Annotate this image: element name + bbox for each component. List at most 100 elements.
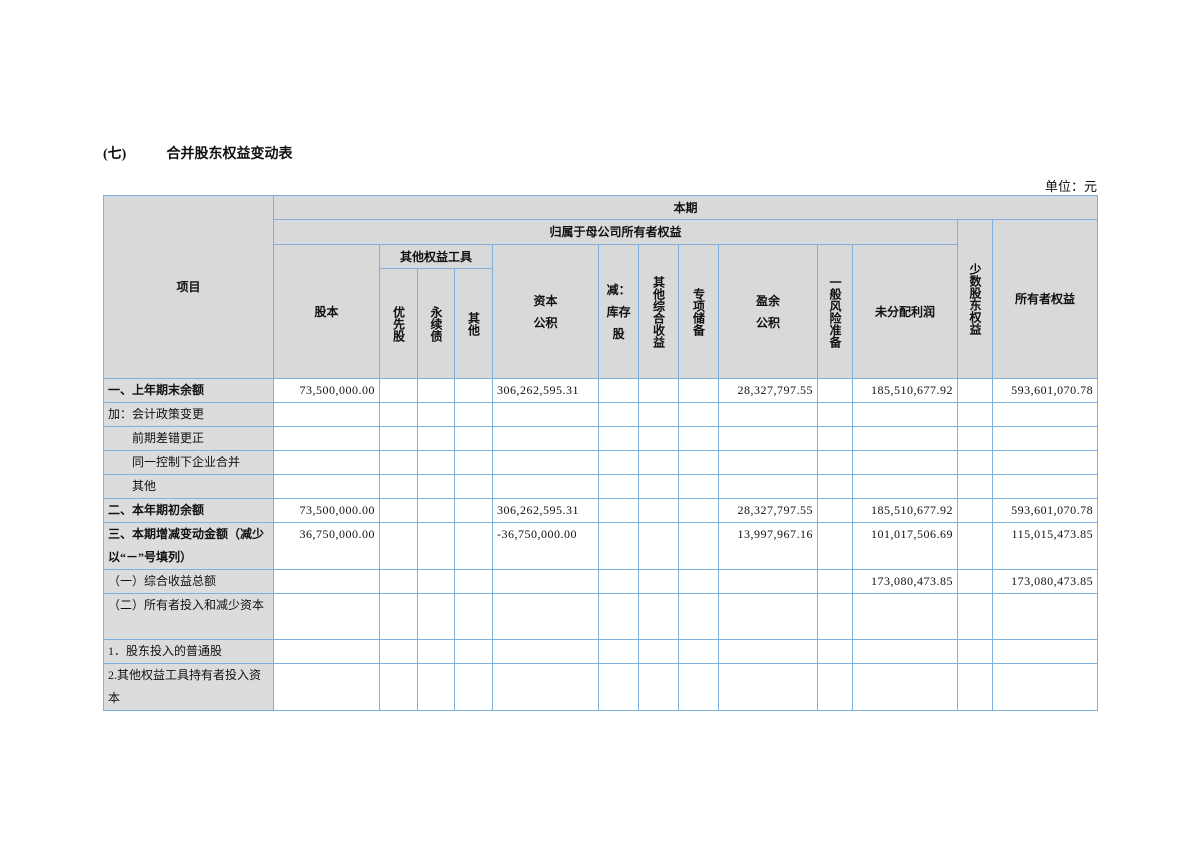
cell-value [379,402,418,427]
cell-value [598,639,639,664]
cell-value [454,402,493,427]
cell-value: 13,997,967.16 [718,522,818,570]
header-other-equity-instruments: 其他权益工具 [379,244,493,269]
cell-value [852,663,958,711]
cell-value [454,593,493,640]
cell-value [678,639,719,664]
cell-value [817,593,853,640]
row-item-label: 其他 [103,474,274,499]
cell-value [417,663,455,711]
cell-value: 593,601,070.78 [991,498,1099,523]
cell-value [379,639,418,664]
cell-value [852,402,958,427]
cell-value [817,402,853,427]
cell-value [454,639,493,664]
cell-value [718,593,818,640]
cell-value [991,639,1099,664]
header-share-capital: 股本 [273,244,380,379]
cell-value: -36,750,000.00 [492,522,599,570]
cell-value: 28,327,797.55 [718,378,818,403]
cell-value [379,426,418,451]
cell-value [678,450,719,475]
table-row: 二、本年期初余额 73,500,000.00 306,262,595.31 28,32… [103,498,1099,523]
table-row: 三、本期增减变动金额（减少以“－”号填列） 36,750,000.00 -36,75… [103,522,1099,570]
cell-value [379,593,418,640]
cell-value [991,450,1099,475]
cell-value [273,569,380,594]
cell-value [991,593,1099,640]
cell-value [273,450,380,475]
cell-value [273,474,380,499]
cell-value: 593,601,070.78 [991,378,1099,403]
cell-value [852,593,958,640]
cell-value [273,663,380,711]
cell-value: 28,327,797.55 [718,498,818,523]
table-body: 一、上年期末余额 73,500,000.00 306,262,595.31 28,32… [103,378,1099,711]
header-item: 项目 [103,195,274,379]
cell-value [638,402,679,427]
cell-value [379,498,418,523]
cell-value: 73,500,000.00 [273,378,380,403]
header-special-reserve: 专项储备 [678,244,719,379]
cell-value [417,426,455,451]
row-item-label: 2.其他权益工具持有者投入资本 [103,663,274,711]
cell-value [852,639,958,664]
header-period: 本期 [272,195,1099,220]
cell-value [379,522,418,570]
cell-value [417,450,455,475]
table-row: 加：会计政策变更 [103,402,1099,427]
cell-value [678,378,719,403]
cell-value [957,450,993,475]
cell-value [817,474,853,499]
cell-value [454,569,493,594]
cell-value [678,522,719,570]
cell-value [417,569,455,594]
cell-value [817,639,853,664]
cell-value [991,426,1099,451]
cell-value [638,663,679,711]
cell-value [598,498,639,523]
table-row: 2.其他权益工具持有者投入资本 [103,663,1099,711]
cell-value: 173,080,473.85 [852,569,958,594]
cell-value [379,474,418,499]
cell-value [817,663,853,711]
row-item-label: 三、本期增减变动金额（减少以“－”号填列） [103,522,274,570]
cell-value [957,402,993,427]
section-title-text: 合并股东权益变动表 [166,147,293,162]
cell-value [598,474,639,499]
cell-value [454,522,493,570]
cell-value [598,450,639,475]
header-treasury: 减：库存股 [598,244,639,379]
cell-value [678,426,719,451]
cell-value [454,426,493,451]
cell-value [417,378,455,403]
cell-value [718,663,818,711]
cell-value [638,474,679,499]
cell-value [817,569,853,594]
cell-value [379,450,418,475]
cell-value [638,450,679,475]
header-total: 所有者权益 [991,219,1099,379]
row-item-label: 1．股东投入的普通股 [103,639,274,664]
row-item-label: 加：会计政策变更 [103,402,274,427]
cell-value: 185,510,677.92 [852,498,958,523]
section-title: (七) 合并股东权益变动表 [103,143,293,163]
cell-value [492,402,599,427]
cell-value [454,378,493,403]
header-retained: 未分配利润 [852,244,958,379]
cell-value [852,426,958,451]
cell-value [718,426,818,451]
cell-value [273,402,380,427]
table-row: （一）综合收益总额 173,080,473.85 173,080,473.85 [103,569,1099,594]
cell-value: 185,510,677.92 [852,378,958,403]
cell-value [417,593,455,640]
row-item-label: 一、上年期末余额 [103,378,274,403]
cell-value [492,639,599,664]
cell-value [417,639,455,664]
header-capital-reserve: 资本公积 [492,244,599,379]
header-surplus-reserve: 盈余公积 [718,244,818,379]
cell-value [598,426,639,451]
cell-value [492,593,599,640]
row-item-label: 二、本年期初余额 [103,498,274,523]
table-row: 前期差错更正 [103,426,1099,451]
